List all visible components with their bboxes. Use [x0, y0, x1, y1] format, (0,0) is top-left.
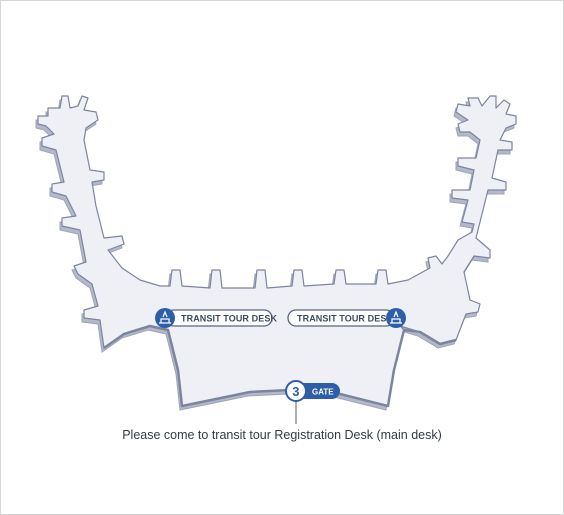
gate-marker[interactable]: 3 GATE — [285, 380, 340, 402]
registration-caption: Please come to transit tour Registration… — [122, 428, 442, 442]
transit-tour-desk-left[interactable]: TRANSIT TOUR DESK — [165, 309, 277, 327]
gate-label: GATE — [312, 388, 334, 397]
desk-right-label: TRANSIT TOUR DESK — [297, 314, 393, 324]
transit-tour-desk-right[interactable]: TRANSIT TOUR DESK — [287, 309, 395, 327]
desk-left-label: TRANSIT TOUR DESK — [181, 314, 277, 324]
tour-desk-icon — [155, 308, 175, 328]
gate-number: 3 — [292, 384, 299, 399]
tour-desk-icon — [386, 308, 406, 328]
